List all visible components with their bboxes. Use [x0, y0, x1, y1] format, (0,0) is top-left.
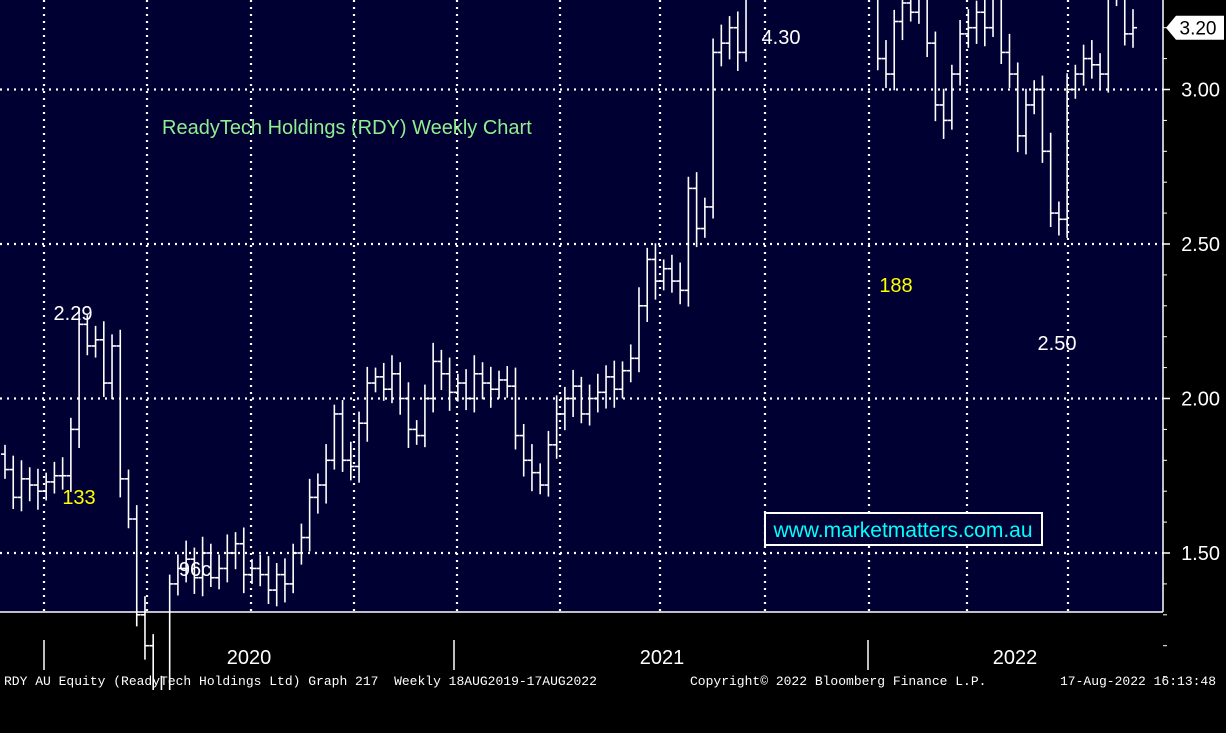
y-tick-label: 3.00 — [1181, 80, 1220, 102]
x-tick-label: 2020 — [227, 647, 272, 669]
price-axis: 1.001.502.002.503.003.504.004.503.20 — [1162, 0, 1224, 678]
footer-copyright: Copyright© 2022 Bloomberg Finance L.P. — [690, 674, 987, 689]
annotation-label: 188 — [879, 275, 912, 297]
annotation-label: 96c — [179, 559, 211, 581]
annotations: 2.29 133 96c 4.30 188 2.50 — [54, 27, 1077, 581]
last-price-label: 3.20 — [1180, 19, 1217, 40]
price-bars — [1, 0, 1137, 690]
watermark-box[interactable]: www.marketmatters.com.au — [764, 512, 1043, 546]
axis-panel-background — [1163, 0, 1226, 673]
annotation-label: 2.29 — [54, 303, 93, 325]
date-axis-background — [0, 612, 1163, 673]
watermark-link[interactable]: www.marketmatters.com.au — [772, 519, 1032, 542]
footer: RDY AU Equity (ReadyTech Holdings Ltd) G… — [0, 673, 1226, 690]
date-axis: 2020 2021 2022 — [0, 611, 1163, 670]
footer-security: RDY AU Equity (ReadyTech Holdings Ltd) G… — [4, 674, 597, 689]
annotation-label: 4.30 — [762, 27, 801, 49]
plot-background — [0, 0, 1163, 612]
footer-timestamp: 17-Aug-2022 16:13:48 — [1060, 674, 1217, 689]
chart-title: ReadyTech Holdings (RDY) Weekly Chart — [162, 117, 532, 139]
price-chart: 1.001.502.002.503.003.504.004.503.20 202… — [0, 0, 1226, 690]
y-tick-label: 2.50 — [1181, 234, 1220, 256]
x-tick-label: 2022 — [993, 647, 1038, 669]
annotation-label: 133 — [62, 487, 95, 509]
annotation-label: 2.50 — [1038, 333, 1077, 355]
last-price-marker — [1166, 15, 1224, 40]
y-tick-label: 2.00 — [1181, 389, 1220, 411]
x-tick-label: 2021 — [640, 647, 685, 669]
y-tick-label: 1.50 — [1181, 543, 1220, 565]
